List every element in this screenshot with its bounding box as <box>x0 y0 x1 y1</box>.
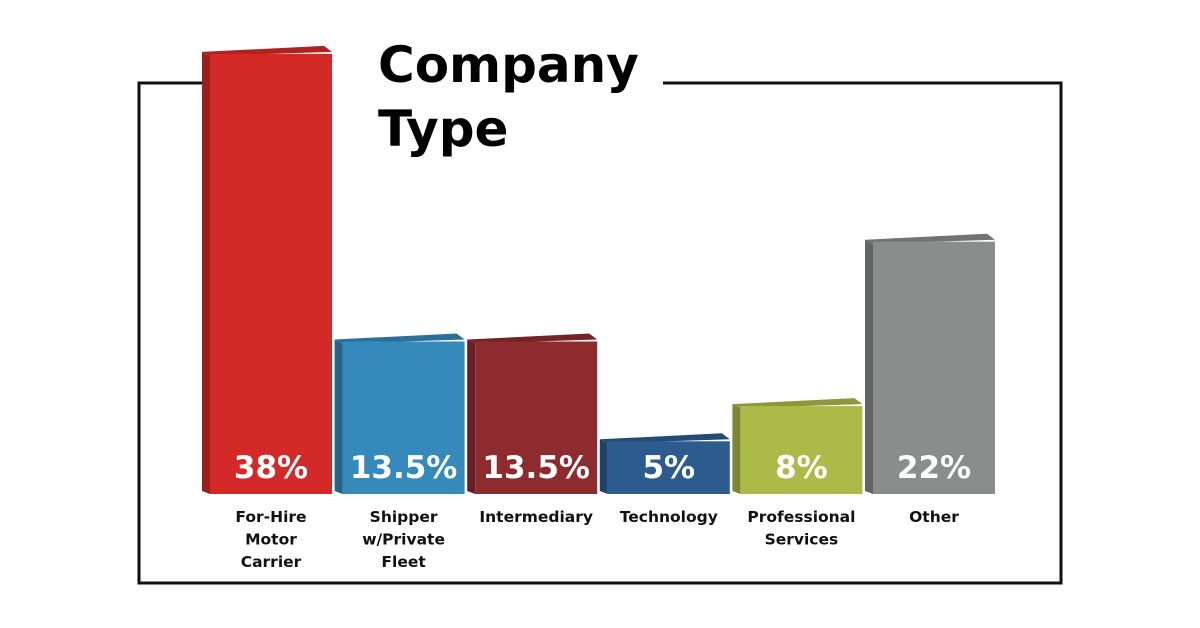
category-label: Shipper w/Private Fleet <box>362 508 445 571</box>
bar-value-label: 13.5% <box>350 450 458 486</box>
category-label: Other <box>909 508 959 526</box>
bar-1: 13.5% <box>334 333 465 494</box>
bar-side-face <box>467 339 476 494</box>
bar-top-face <box>202 45 332 56</box>
bar-value-label: 22% <box>897 450 971 486</box>
bar-front-face <box>342 341 465 494</box>
bar-2: 13.5% <box>467 333 598 494</box>
bar-value-label: 38% <box>234 450 308 486</box>
bar-top-face <box>732 398 863 409</box>
bar-front-face <box>873 241 995 494</box>
category-label-line: Other <box>909 508 959 526</box>
bar-side-face <box>865 239 873 494</box>
bar-side-face <box>599 439 608 494</box>
category-label: Technology <box>620 508 718 526</box>
chart-title-line-1: Company <box>378 36 639 94</box>
category-label: Intermediary <box>479 508 593 526</box>
category-label-line: w/Private <box>362 531 445 549</box>
category-label: For-Hire Motor Carrier <box>235 508 306 571</box>
bar-4: 8% <box>732 398 863 494</box>
chart-frame <box>137 81 1063 585</box>
category-label: Professional Services <box>747 508 855 549</box>
bar-side-face <box>334 339 343 494</box>
category-label-line: Professional <box>747 508 855 526</box>
bar-front-face <box>210 53 332 495</box>
bar-side-face <box>202 51 210 495</box>
bar-value-label: 5% <box>642 450 695 486</box>
category-label-line: Intermediary <box>479 508 593 526</box>
bar-value-label: 13.5% <box>482 450 590 486</box>
bar-top-face <box>599 433 730 444</box>
bar-top-face <box>467 333 598 344</box>
chart-title: Company Type <box>378 36 656 158</box>
bar-0: 38% <box>202 45 332 495</box>
category-label-line: Fleet <box>381 553 426 571</box>
bar-value-label: 8% <box>775 450 828 486</box>
bar-3: 5% <box>599 433 730 494</box>
bar-front-face <box>607 441 730 494</box>
bars-group: 38% 13.5% 13.5% 5% 8% 22% <box>202 45 995 495</box>
bar-top-face <box>334 333 465 344</box>
category-label-line: Shipper <box>370 508 438 526</box>
bar-top-face <box>865 233 995 244</box>
bar-side-face <box>732 404 741 494</box>
bar-5: 22% <box>865 233 995 494</box>
category-label-line: Motor <box>245 531 297 549</box>
category-label-line: Services <box>765 531 839 549</box>
category-label-line: For-Hire <box>235 508 306 526</box>
bar-front-face <box>740 406 863 494</box>
category-label-line: Technology <box>620 508 718 526</box>
chart-title-line-2: Type <box>378 100 508 158</box>
category-label-line: Carrier <box>241 553 302 571</box>
bar-front-face <box>475 341 598 494</box>
category-labels-group: For-Hire Motor Carrier Shipper w/Private Flee… <box>235 508 959 571</box>
